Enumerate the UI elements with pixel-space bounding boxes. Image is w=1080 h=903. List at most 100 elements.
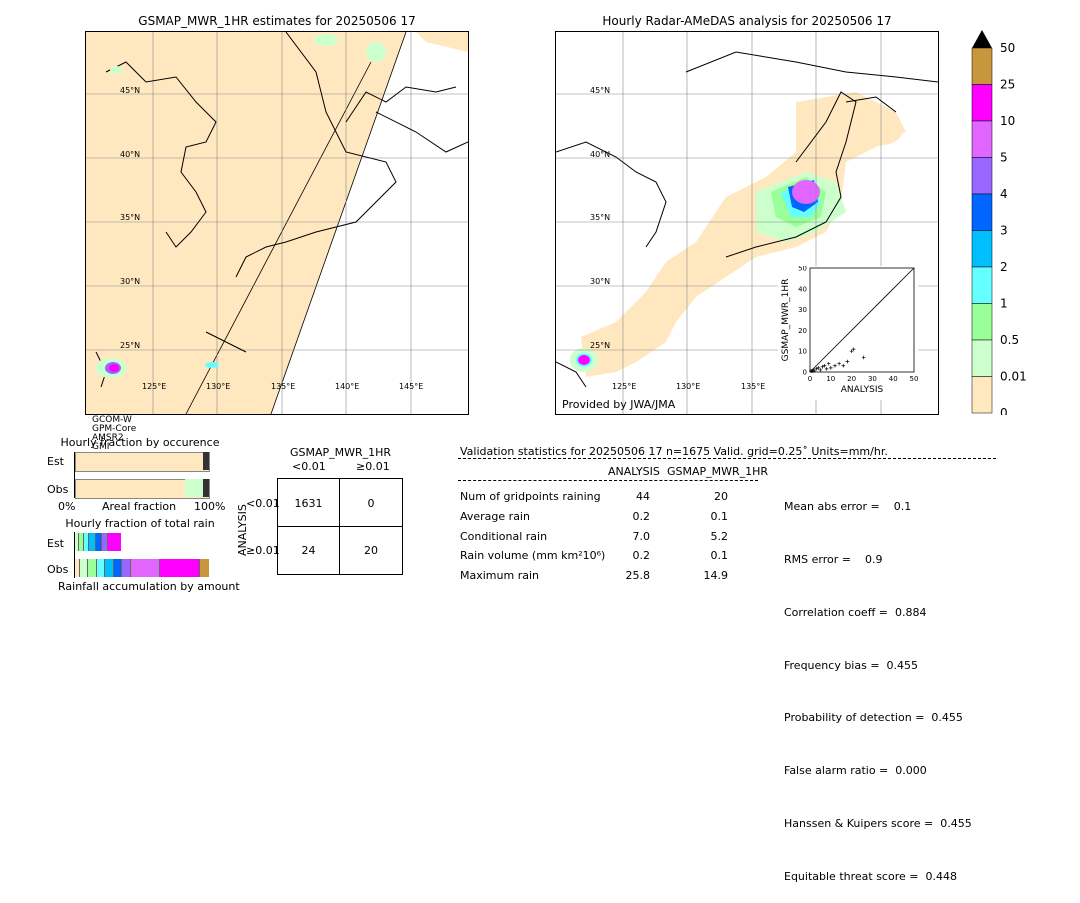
contingency-col-ge: ≥0.01 xyxy=(356,460,390,473)
left-lon-140: 140°E xyxy=(335,382,360,391)
stat-gsmap-4: 14.9 xyxy=(703,569,729,582)
validation-col-analysis: ANALYSIS xyxy=(608,465,660,478)
sensor-amsr2: AMSR2 xyxy=(92,433,124,443)
stat-label-4: Maximum rain xyxy=(460,569,539,582)
score-rms: RMS error = 0.9 xyxy=(784,552,883,566)
stat-label-2: Conditional rain xyxy=(460,530,548,543)
scatter-xtick: 30 xyxy=(868,375,877,383)
scatter-xtick: 10 xyxy=(826,375,835,383)
stat-analysis-1: 0.2 xyxy=(632,510,651,523)
colorbar-segment xyxy=(971,266,993,304)
left-map: 45°N 40°N 35°N 30°N 25°N 125°E 130°E 135… xyxy=(85,31,469,415)
scatter-point xyxy=(837,361,841,366)
occurrence-est-bar xyxy=(75,452,210,472)
stat-analysis-2: 7.0 xyxy=(632,530,651,543)
occurrence-title: Hourly fraction by occurence xyxy=(60,436,220,449)
scatter-point xyxy=(841,363,846,368)
left-lon-125: 125°E xyxy=(142,382,167,391)
occurrence-est-label: Est xyxy=(47,455,64,468)
occurrence-obs-rain xyxy=(203,479,209,497)
colorbar-label: 2 xyxy=(1000,260,1008,274)
scatter-point xyxy=(812,369,816,373)
contingency-cell-01: 0 xyxy=(367,497,375,510)
colorbar-label: 25 xyxy=(1000,78,1015,92)
colorbar-segment xyxy=(971,47,993,85)
scatter-point xyxy=(833,363,837,368)
scatter-xlabel: ANALYSIS xyxy=(841,385,884,395)
score-freq-bias: Frequency bias = 0.455 xyxy=(784,658,919,672)
right-lon-125: 125°E xyxy=(612,382,637,391)
colorbar-extend-arrow xyxy=(972,30,992,48)
contingency-cell-00: 1631 xyxy=(294,497,323,510)
right-lat-45: 45°N xyxy=(590,86,611,95)
left-lat-35: 35°N xyxy=(120,213,141,222)
occurrence-xlabel-right: 100% xyxy=(194,500,226,513)
left-lat-25: 25°N xyxy=(120,341,141,350)
stat-analysis-3: 0.2 xyxy=(632,549,651,562)
stat-label-3: Rain volume (mm km²10⁶) xyxy=(460,549,606,562)
occurrence-obs-light xyxy=(185,479,203,497)
score-corr: Correlation coeff = 0.884 xyxy=(784,605,927,619)
colorbar-segment xyxy=(971,339,993,377)
colorbar-label: 50 xyxy=(1000,41,1015,55)
scatter-ytick: 0 xyxy=(803,369,807,377)
scatter-point xyxy=(816,366,821,370)
colorbar-label: 4 xyxy=(1000,187,1008,201)
contingency-row-lt: <0.01 xyxy=(246,497,280,510)
colorbar-svg: 50 25 10 5 4 3 2 1 0.5 0.01 0 xyxy=(971,30,1027,420)
right-lat-40: 40°N xyxy=(590,150,611,159)
contingency-row-ge: ≥0.01 xyxy=(246,544,280,557)
colorbar: 50 25 10 5 4 3 2 1 0.5 0.01 0 xyxy=(970,30,1030,420)
scatter-xtick: 40 xyxy=(889,375,898,383)
total-title: Hourly fraction of total rain xyxy=(65,517,215,530)
occurrence-obs-label: Obs xyxy=(47,483,69,496)
total-est-label: Est xyxy=(47,537,64,550)
scatter-point xyxy=(845,359,850,364)
colorbar-label: 0 xyxy=(1000,406,1008,415)
stat-label-1: Average rain xyxy=(460,510,530,523)
colorbar-segment xyxy=(971,303,993,341)
occurrence-obs-bar xyxy=(75,479,210,499)
colorbar-label: 1 xyxy=(1000,297,1008,311)
scatter-point xyxy=(818,368,823,372)
score-hk: Hanssen & Kuipers score = 0.455 xyxy=(784,816,972,830)
right-lat-35: 35°N xyxy=(590,213,611,222)
total-obs-label: Obs xyxy=(47,563,69,576)
occurrence-est-rain xyxy=(203,452,209,470)
left-lon-135: 135°E xyxy=(271,382,296,391)
contingency-cell-11: 20 xyxy=(364,544,378,557)
radar-credit: Provided by JWA/JMA xyxy=(562,398,676,411)
colorbar-label: 5 xyxy=(1000,151,1008,165)
validation-header: Validation statistics for 20250506 17 n=… xyxy=(460,445,888,458)
scatter-ytick: 10 xyxy=(798,348,807,356)
scatter-xtick: 0 xyxy=(808,375,812,383)
scatter-point xyxy=(829,366,833,370)
scatter-ytick: 30 xyxy=(798,306,807,314)
colorbar-segment xyxy=(971,84,993,122)
sensor-labels: GCOM-W GPM-Core AMSR2 GMI xyxy=(92,416,136,452)
right-lat-25: 25°N xyxy=(590,341,611,350)
colorbar-segment xyxy=(971,230,993,268)
right-lat-30: 30°N xyxy=(590,277,611,286)
validation-header-rule xyxy=(458,458,996,459)
contingency-col-lt: <0.01 xyxy=(292,460,326,473)
scatter-diagonal xyxy=(809,267,915,373)
score-mae: Mean abs error = 0.1 xyxy=(784,500,912,514)
total-est-bar xyxy=(75,533,122,551)
colorbar-label: 0.5 xyxy=(1000,333,1019,347)
total-xlabel: Rainfall accumulation by amount xyxy=(58,580,240,593)
colorbar-label: 3 xyxy=(1000,224,1008,238)
left-lon-130: 130°E xyxy=(206,382,231,391)
scatter-point xyxy=(861,355,866,360)
occurrence-chart xyxy=(74,452,210,499)
stat-analysis-0: 44 xyxy=(636,490,650,503)
sensor-gmi: GMI xyxy=(92,442,110,452)
stat-gsmap-0: 20 xyxy=(714,490,728,503)
scatter-point xyxy=(820,365,825,369)
stat-gsmap-2: 5.2 xyxy=(710,530,729,543)
scatter-point xyxy=(822,363,827,368)
scatter-ytick: 20 xyxy=(798,327,807,335)
colorbar-segment xyxy=(971,193,993,231)
score-ets: Equitable threat score = 0.448 xyxy=(784,869,957,883)
scatter-point xyxy=(824,367,829,371)
